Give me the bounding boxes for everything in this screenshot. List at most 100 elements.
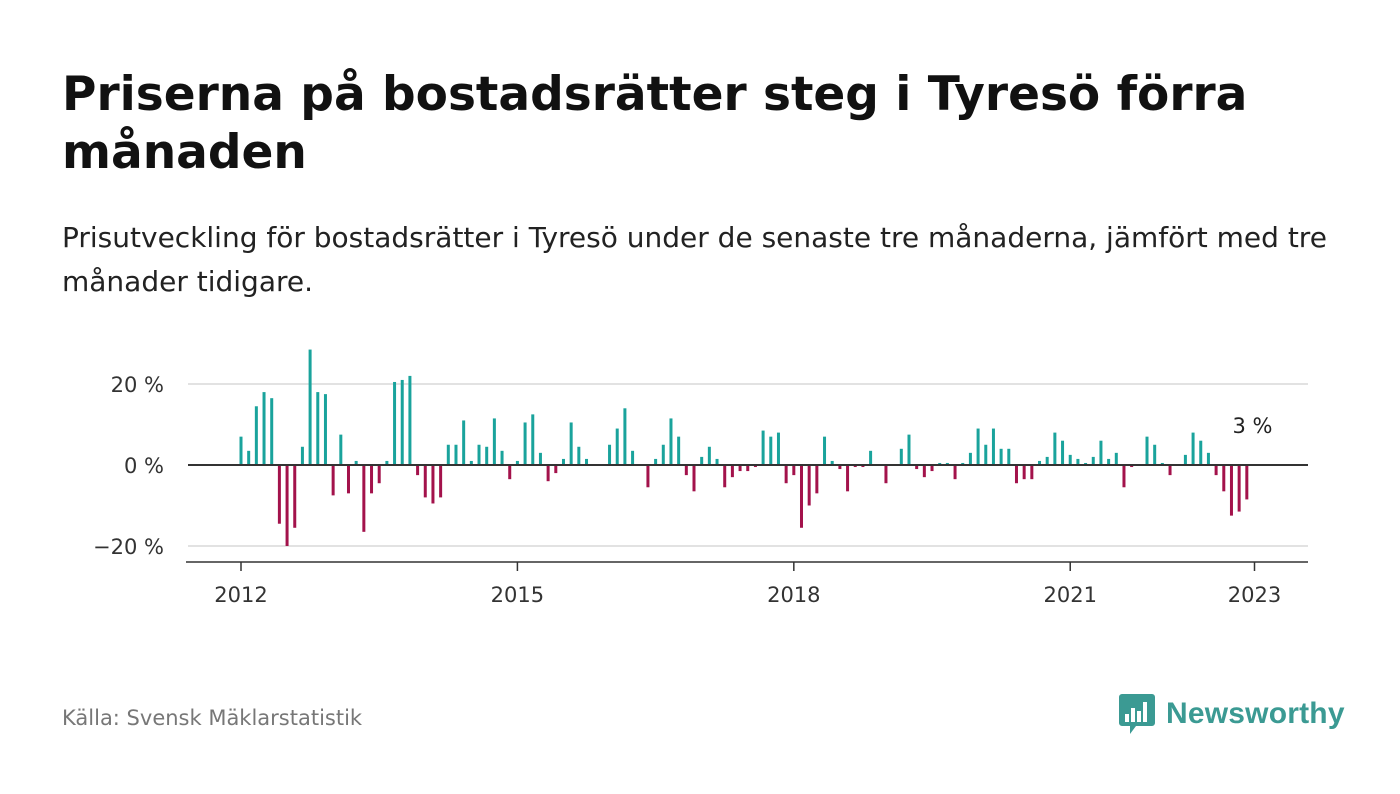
bar — [285, 465, 289, 546]
bar — [846, 465, 850, 492]
bar — [1245, 465, 1249, 500]
bar — [930, 465, 934, 472]
bar — [423, 465, 427, 498]
x-tick-label: 2021 — [1044, 583, 1097, 607]
bar — [546, 465, 550, 482]
bar — [953, 465, 957, 480]
bar — [899, 448, 903, 465]
bar — [1168, 465, 1172, 476]
bar — [869, 450, 873, 465]
bar — [1076, 458, 1080, 465]
bar — [1014, 465, 1018, 484]
bar — [485, 446, 489, 465]
bars — [239, 349, 1249, 546]
bar — [991, 428, 995, 465]
bar — [377, 465, 381, 484]
bar — [400, 379, 404, 465]
bar — [1068, 454, 1072, 465]
bar — [623, 408, 627, 465]
bar — [262, 392, 266, 465]
bar — [861, 465, 865, 468]
bar — [362, 465, 366, 532]
bar — [815, 465, 819, 494]
bar — [968, 452, 972, 465]
bar — [608, 444, 612, 465]
bar — [1084, 462, 1088, 465]
bar — [961, 462, 965, 465]
bar — [715, 458, 719, 465]
y-tick-label: 20 % — [111, 373, 164, 397]
bar-chart-speech-bubble-icon — [1119, 694, 1155, 734]
bar — [370, 465, 374, 494]
bar — [577, 446, 581, 465]
bar — [753, 465, 757, 468]
bar — [523, 422, 527, 465]
bar — [692, 465, 696, 492]
bar — [1061, 440, 1065, 465]
bar — [1191, 432, 1195, 465]
bar — [707, 446, 711, 465]
bar — [431, 465, 435, 504]
bar — [300, 446, 304, 465]
bar — [784, 465, 788, 484]
bar — [761, 430, 765, 465]
bar — [738, 465, 742, 472]
bar — [1229, 465, 1233, 516]
bar — [799, 465, 803, 528]
bar — [1130, 465, 1134, 468]
bar — [277, 465, 281, 524]
bar — [631, 450, 635, 465]
bar — [508, 465, 512, 480]
bar — [469, 460, 473, 465]
y-tick-label: −20 % — [93, 535, 164, 559]
bar — [1222, 465, 1226, 492]
bar — [446, 444, 450, 465]
bar — [976, 428, 980, 465]
bar — [823, 436, 827, 465]
bar — [838, 465, 842, 470]
x-tick-label: 2015 — [491, 583, 544, 607]
bar — [669, 418, 673, 465]
chart-title: Priserna på bostadsrätter steg i Tyresö … — [62, 67, 1248, 180]
bar — [385, 460, 389, 465]
bar — [730, 465, 734, 478]
bar — [561, 458, 565, 465]
bar — [585, 458, 589, 465]
bar — [700, 456, 704, 465]
brand-logo: Newsworthy — [1118, 690, 1345, 738]
bar — [569, 422, 573, 465]
bar — [239, 436, 243, 465]
bar — [354, 460, 358, 465]
bar — [308, 349, 312, 465]
bar — [346, 465, 350, 494]
bar — [293, 465, 297, 528]
bar — [1007, 448, 1011, 465]
bar — [853, 465, 857, 468]
bar-chart: 20 % 0 % −20 % 2012 2015 2018 2021 2023 3 % — [93, 349, 1308, 607]
bar — [746, 465, 750, 472]
bar — [646, 465, 650, 488]
bar — [1153, 444, 1157, 465]
bar — [1145, 436, 1149, 465]
bar — [1183, 454, 1187, 465]
bar — [1107, 458, 1111, 465]
bar — [1038, 460, 1042, 465]
bar — [776, 432, 780, 465]
bar — [907, 434, 911, 465]
bar — [316, 392, 320, 465]
bar — [884, 465, 888, 484]
bar — [922, 465, 926, 478]
bar — [393, 381, 397, 465]
bar — [538, 452, 542, 465]
bar — [661, 444, 665, 465]
bar — [339, 434, 343, 465]
bar — [416, 465, 420, 476]
bar — [254, 406, 258, 465]
axes — [186, 464, 1308, 563]
x-axis-ticks: 2012 2015 2018 2021 2023 — [214, 562, 1281, 607]
bar — [1114, 452, 1118, 465]
x-tick-label: 2023 — [1228, 583, 1281, 607]
bar — [1030, 465, 1034, 480]
bar — [1045, 456, 1049, 465]
bar — [945, 462, 949, 465]
